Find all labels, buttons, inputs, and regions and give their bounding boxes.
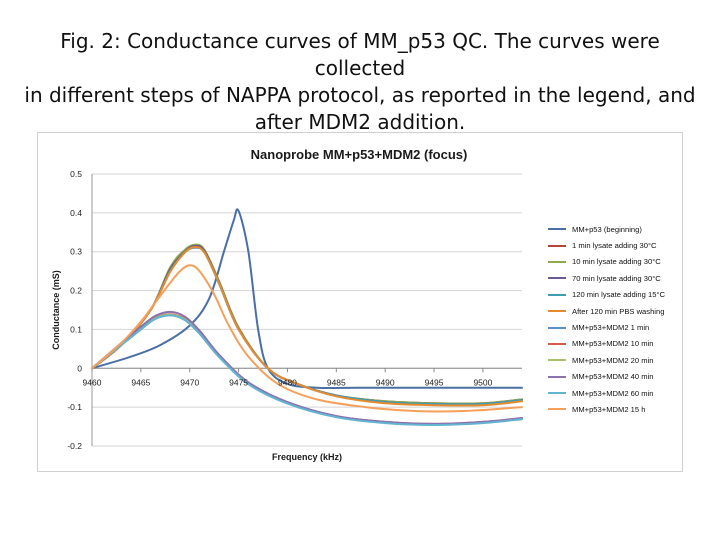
- y-tick-label: -0.1: [67, 402, 82, 412]
- legend-item: MM+p53+MDM2 60 min: [548, 385, 688, 401]
- legend-item: 10 min lysate adding 30°C: [548, 254, 688, 270]
- legend-label: 1 min lysate adding 30°C: [572, 241, 657, 251]
- legend-item: MM+p53+MDM2 10 min: [548, 336, 688, 352]
- legend-label: After 120 min PBS washing: [572, 306, 665, 316]
- y-tick-label: 0.2: [70, 286, 82, 296]
- legend-swatch: [548, 260, 566, 263]
- chart-title: Nanoprobe MM+p53+MDM2 (focus): [251, 147, 468, 162]
- y-tick-label: 0.3: [70, 247, 82, 257]
- legend-item: MM+p53+MDM2 1 min: [548, 319, 688, 335]
- legend-label: 10 min lysate adding 30°C: [572, 257, 661, 267]
- legend-label: 120 min lysate adding 15°C: [572, 290, 665, 300]
- legend-label: MM+p53+MDM2 10 min: [572, 339, 654, 349]
- x-tick-label: 9485: [327, 377, 346, 387]
- legend-swatch: [548, 293, 566, 296]
- series-line-12: [91, 264, 523, 413]
- legend-label: MM+p53+MDM2 20 min: [572, 355, 654, 365]
- series-line-3: [91, 243, 523, 405]
- legend-swatch: [548, 342, 566, 345]
- x-axis-label: Frequency (kHz): [272, 452, 342, 462]
- legend-item: MM+p53 (beginning): [548, 221, 688, 237]
- series-line-4: [91, 244, 523, 406]
- series-line-2: [91, 245, 523, 405]
- legend-label: MM+p53+MDM2 40 min: [572, 372, 654, 382]
- legend-swatch: [548, 326, 566, 329]
- x-tick-label: 9500: [473, 377, 492, 387]
- x-tick-label: 9475: [229, 377, 248, 387]
- legend-item: 70 min lysate adding 30°C: [548, 270, 688, 286]
- x-tick-label: 9495: [425, 377, 444, 387]
- caption-line-2: in different steps of NAPPA protocol, as…: [24, 83, 696, 107]
- legend-swatch: [548, 375, 566, 378]
- series-line-10: [91, 310, 523, 425]
- series-line-1: [91, 208, 523, 390]
- legend-item: 1 min lysate adding 30°C: [548, 237, 688, 253]
- series-line-11: [91, 314, 523, 426]
- x-tick-label: 9460: [83, 377, 102, 387]
- caption-line-1: Fig. 2: Conductance curves of MM_p53 QC.…: [60, 29, 660, 80]
- legend-swatch: [548, 244, 566, 247]
- y-axis-label: Conductance (mS): [51, 270, 61, 350]
- chart-frame: [37, 132, 683, 472]
- y-tick-label: 0.4: [70, 208, 82, 218]
- legend-item: MM+p53+MDM2 40 min: [548, 369, 688, 385]
- x-tick-label: 9480: [278, 377, 297, 387]
- legend-item: MM+p53+MDM2 15 h: [548, 401, 688, 417]
- legend-swatch: [548, 392, 566, 395]
- legend-label: MM+p53+MDM2 60 min: [572, 388, 654, 398]
- legend-item: After 120 min PBS washing: [548, 303, 688, 319]
- legend-item: MM+p53+MDM2 20 min: [548, 352, 688, 368]
- legend-swatch: [548, 408, 566, 411]
- y-tick-label: 0: [77, 363, 82, 373]
- legend-swatch: [548, 277, 566, 280]
- y-tick-label: 0.1: [70, 324, 82, 334]
- y-tick-label: -0.2: [67, 441, 82, 451]
- figure-caption: Fig. 2: Conductance curves of MM_p53 QC.…: [20, 28, 700, 136]
- series-line-6: [91, 246, 523, 407]
- legend-label: MM+p53+MDM2 15 h: [572, 404, 646, 414]
- legend-label: MM+p53+MDM2 1 min: [572, 323, 650, 333]
- x-tick-label: 9490: [376, 377, 395, 387]
- legend-label: 70 min lysate adding 30°C: [572, 273, 661, 283]
- legend-item: 120 min lysate adding 15°C: [548, 287, 688, 303]
- legend-swatch: [548, 359, 566, 362]
- caption-line-3: after MDM2 addition.: [254, 110, 466, 134]
- x-tick-label: 9470: [180, 377, 199, 387]
- y-tick-label: 0.5: [70, 169, 82, 179]
- legend-swatch: [548, 310, 566, 313]
- legend-label: MM+p53 (beginning): [572, 224, 642, 234]
- series-line-5: [91, 246, 523, 406]
- chart-legend: MM+p53 (beginning) 1 min lysate adding 30…: [548, 221, 688, 418]
- legend-swatch: [548, 228, 566, 231]
- x-tick-label: 9465: [131, 377, 150, 387]
